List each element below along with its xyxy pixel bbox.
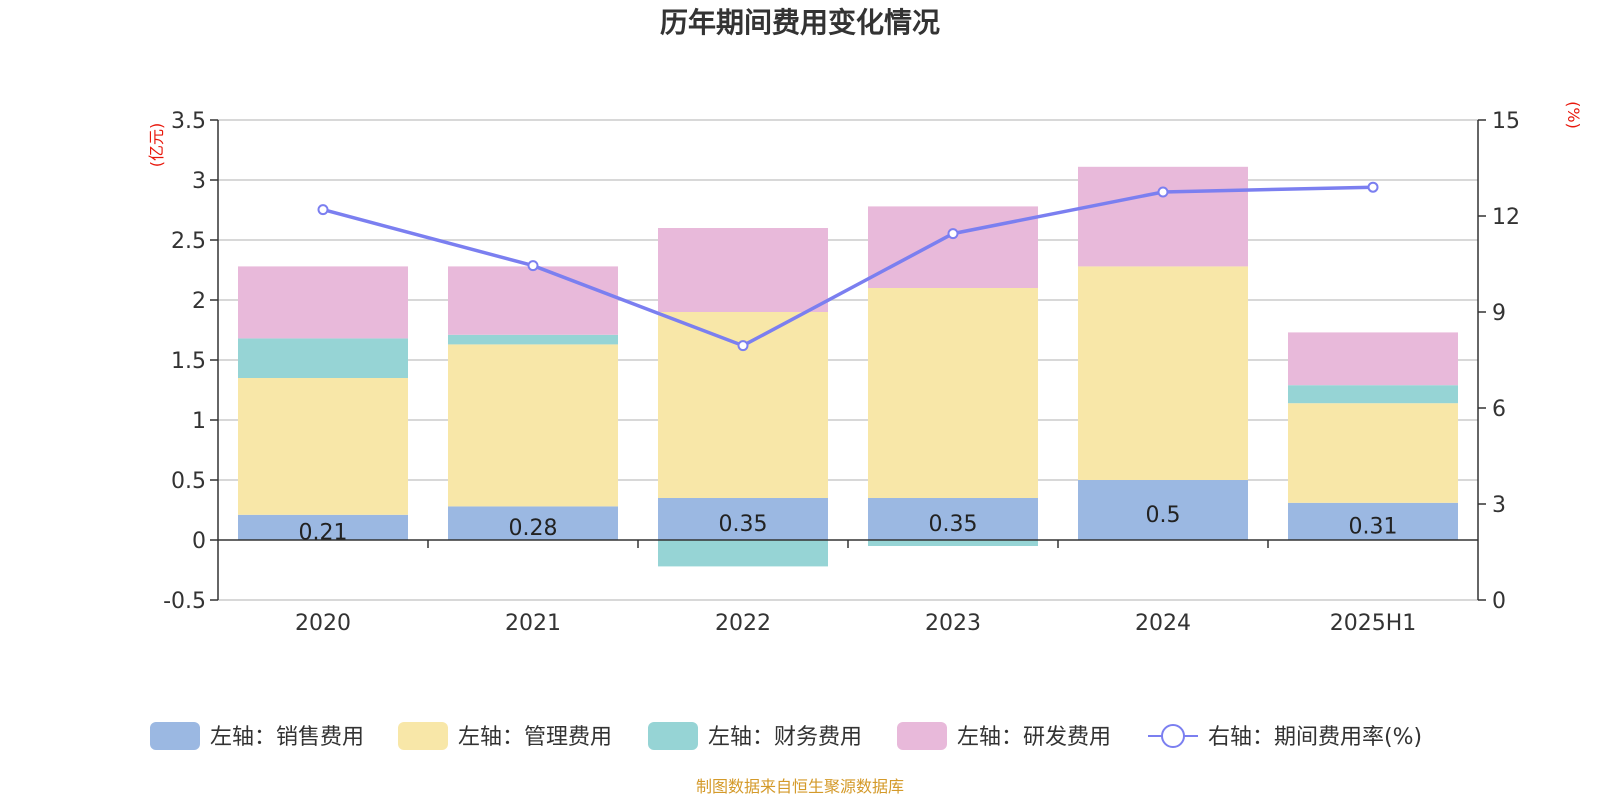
legend-swatch (897, 722, 947, 750)
rate-point (527, 260, 539, 272)
bar-segment (448, 506, 618, 540)
rate-point (737, 340, 749, 352)
bar-value-label: 0.31 (1349, 514, 1398, 539)
bar-segment (238, 338, 408, 378)
data-labels: 0.21 0.28 0.35 0.35 0.5 0.31 (299, 503, 1398, 545)
bar-segment (238, 378, 408, 515)
legend-label: 左轴：财务费用 (708, 725, 862, 750)
bar-segment (868, 540, 1038, 546)
right-tick-label: 15 (1492, 109, 1520, 134)
right-tick-label: 9 (1492, 301, 1506, 326)
left-tick-label: 2.5 (171, 229, 206, 254)
left-tick-label: 0 (192, 529, 206, 554)
legend-label: 左轴：管理费用 (458, 725, 612, 750)
left-tick-label: 2 (192, 289, 206, 314)
right-axis-unit: (%) (1564, 101, 1583, 129)
rate-point (317, 204, 329, 216)
legend-label: 左轴：研发费用 (957, 725, 1111, 750)
bar-segment (658, 228, 828, 312)
bar-segment (1288, 403, 1458, 503)
bar-value-label: 0.21 (299, 520, 348, 545)
category-label: 2025H1 (1330, 611, 1417, 636)
legend-swatch (648, 722, 698, 750)
bar-segment (448, 344, 618, 507)
bar-segment (238, 514, 408, 540)
left-tick-label: 1 (192, 409, 206, 434)
bar-value-label: 0.28 (509, 516, 558, 541)
left-tick-label: 0.5 (171, 469, 206, 494)
right-tick-label: 12 (1492, 205, 1520, 230)
bar-segment (1288, 332, 1458, 386)
source-note: 制图数据来自恒生聚源数据库 (696, 777, 904, 796)
rate-point (1367, 181, 1379, 193)
legend-label: 右轴：期间费用率(%) (1208, 725, 1422, 750)
bar-segment (1078, 166, 1248, 267)
bars (238, 166, 1458, 567)
grid-lines (218, 119, 1478, 601)
chart-title: 历年期间费用变化情况 (660, 6, 940, 39)
left-tick-label: 3 (192, 169, 206, 194)
rate-point (947, 228, 959, 240)
right-tick-label: 0 (1492, 589, 1506, 614)
left-axis-unit: (亿元) (147, 123, 166, 168)
category-label: 2022 (715, 611, 771, 636)
category-label: 2023 (925, 611, 981, 636)
right-tick-label: 3 (1492, 493, 1506, 518)
bar-segment (658, 540, 828, 567)
bar-segment (868, 288, 1038, 498)
bar-segment (448, 334, 618, 345)
bar-segment (658, 312, 828, 498)
legend-swatch (150, 722, 200, 750)
rate-line (317, 181, 1379, 352)
legend: 左轴：销售费用 左轴：管理费用 左轴：财务费用 左轴：研发费用 右轴：期间费用率(%) (150, 722, 1422, 750)
right-tick-label: 6 (1492, 397, 1506, 422)
rate-point (1157, 186, 1169, 198)
bar-segment (1288, 385, 1458, 404)
bar-segment (658, 498, 828, 540)
bar-segment (1078, 266, 1248, 480)
left-tick-label: 1.5 (171, 349, 206, 374)
category-label: 2024 (1135, 611, 1191, 636)
legend-marker (1161, 724, 1185, 748)
bar-value-label: 0.35 (929, 512, 978, 537)
left-tick-label: -0.5 (163, 589, 206, 614)
legend-label: 左轴：销售费用 (210, 725, 364, 750)
axes: 3.5 3 2.5 2 1.5 1 0.5 0 -0.5 15 12 9 6 3 0 2020 2021 2022… (163, 109, 1520, 636)
bar-segment (1078, 480, 1248, 540)
bar-segment (238, 266, 408, 339)
left-tick-label: 3.5 (171, 109, 206, 134)
bar-segment (1288, 502, 1458, 540)
bar-value-label: 0.5 (1146, 503, 1181, 528)
bar-segment (448, 266, 618, 335)
rate-line-path (322, 185, 1374, 348)
legend-swatch (398, 722, 448, 750)
bar-value-label: 0.35 (719, 512, 768, 537)
bar-segment (868, 498, 1038, 540)
bar-segment (868, 206, 1038, 288)
category-label: 2021 (505, 611, 561, 636)
category-label: 2020 (295, 611, 351, 636)
